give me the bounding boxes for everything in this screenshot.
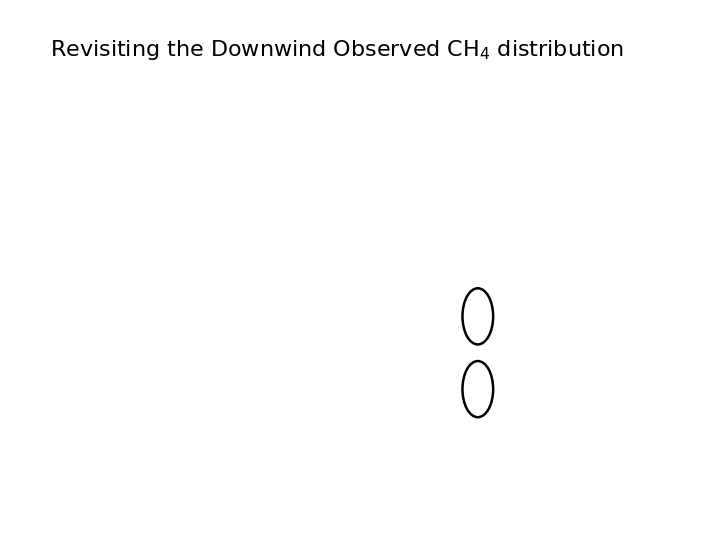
Text: Revisiting the Downwind Observed CH$_4$ distribution: Revisiting the Downwind Observed CH$_4$ … [50,38,624,62]
